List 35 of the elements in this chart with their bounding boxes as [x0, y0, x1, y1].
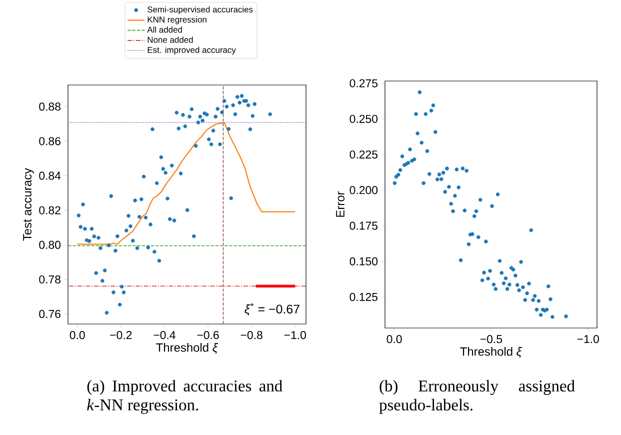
legend-label: Semi-supervised accuracies	[148, 6, 253, 14]
x-axis-title: Threshold ξ	[156, 342, 218, 354]
legend-label: All added	[147, 26, 182, 33]
y-tick-label: 0.200	[350, 186, 378, 194]
y-tick-label: 0.88	[39, 102, 60, 111]
y-tick-label: 0.78	[39, 275, 60, 284]
x-tick-label: −0.5	[480, 335, 502, 344]
y-tick-label: 0.150	[350, 257, 378, 266]
x-tick-label: −0.8	[240, 331, 262, 340]
y-axis-title: Test accuracy	[23, 168, 34, 241]
legend-label: Est. improved accuracy	[148, 46, 236, 55]
x-tick-label: −1.0	[577, 335, 599, 344]
y-tick-label: 0.80	[39, 240, 61, 249]
y-tick-label: 0.86	[39, 137, 60, 146]
y-tick-label: 0.175	[350, 222, 378, 230]
legend-label: None added	[148, 36, 193, 43]
x-tick-label: −1.0	[284, 331, 306, 340]
text: (a) Improved accuracies and k-NN regression.	[87, 380, 282, 414]
y-tick-label: 0.76	[39, 310, 60, 318]
text: (b) Erroneously assigned pseudo-labels.	[379, 380, 575, 414]
y-tick-label: 0.82	[39, 206, 60, 214]
x-tick-label: −0.6	[197, 331, 219, 340]
x-tick-label: 0.0	[70, 331, 85, 340]
y-tick-label: 0.84	[39, 172, 61, 180]
y-tick-label: 0.125	[350, 292, 378, 301]
x-tick-label: 0.0	[386, 335, 402, 344]
y-tick-label: 0.225	[350, 150, 378, 159]
y-tick-label: 0.250	[350, 114, 378, 123]
x-axis-title: Threshold ξ	[460, 346, 522, 358]
x-tick-label: −0.2	[110, 331, 132, 340]
ref-line-label: ξ$^{*}$ = −0.67	[244, 303, 300, 316]
legend-label: KNN regression	[148, 16, 206, 24]
y-axis-title: Error	[336, 191, 344, 217]
y-tick-label: 0.275	[350, 79, 378, 88]
x-tick-label: −0.4	[154, 331, 176, 340]
